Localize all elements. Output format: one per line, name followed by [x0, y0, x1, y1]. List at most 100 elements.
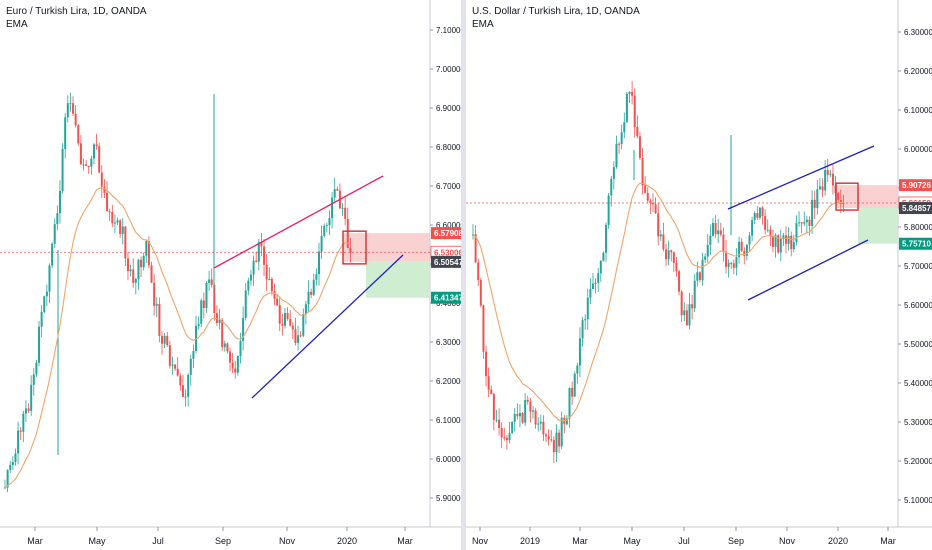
candle-body: [210, 279, 213, 285]
candle-body: [187, 374, 190, 397]
candle-body: [842, 202, 845, 204]
candle-body: [675, 262, 678, 272]
candle-body: [678, 271, 681, 292]
candle-body: [552, 440, 555, 453]
candle-body: [628, 91, 631, 95]
candle-body: [234, 368, 237, 373]
candle-body: [166, 335, 169, 346]
price-tick-label: 5.80000: [904, 223, 932, 232]
candle-body: [100, 172, 103, 187]
candle-body: [229, 351, 232, 363]
candle-body: [276, 298, 279, 306]
candle-body: [181, 385, 184, 397]
candle-body: [777, 235, 780, 253]
candle-body: [108, 211, 111, 213]
price-tag-background: [431, 255, 461, 268]
candle-body: [751, 220, 754, 236]
candle-body: [711, 222, 714, 236]
candle-body: [304, 304, 307, 315]
panel-divider[interactable]: [461, 0, 466, 550]
candle-body: [317, 251, 321, 275]
candle-body: [43, 296, 46, 313]
price-tick-label: 6.00000: [436, 455, 461, 464]
time-tick-label: 2019: [520, 536, 540, 546]
ema-line: [472, 182, 844, 422]
time-tick-label: 2020: [337, 536, 357, 546]
candle-body: [302, 314, 305, 336]
candle-body: [286, 313, 289, 319]
candle-body: [782, 235, 785, 239]
candle-body: [184, 396, 187, 398]
candle-body: [315, 274, 318, 280]
candle-body: [785, 235, 788, 244]
candle-body: [550, 439, 553, 441]
candle-body: [22, 413, 25, 432]
candle-body: [38, 326, 41, 363]
candle-body: [672, 252, 675, 263]
candle-body: [740, 241, 743, 251]
time-tick-label: Mar: [397, 536, 413, 546]
candle-body: [800, 222, 803, 224]
candle-body: [119, 220, 122, 234]
candle-body: [727, 262, 730, 267]
candle-body: [518, 412, 521, 417]
indicator-label: EMA: [472, 19, 494, 30]
candle-body: [312, 279, 315, 295]
candle-body: [591, 283, 594, 290]
candle-body: [11, 461, 14, 465]
eurtry-chart-canvas[interactable]: 7.10000 7.00000 6.90000 6.80000 6.70000 6.600…: [0, 0, 461, 550]
chart-panel-eurtry[interactable]: 7.10000 7.00000 6.90000 6.80000 6.70000 6.600…: [0, 0, 461, 550]
price-tag-background: [431, 291, 461, 304]
candle-body: [670, 250, 673, 253]
candle-body: [717, 230, 720, 235]
candle-body: [95, 144, 98, 147]
candle-body: [837, 192, 840, 201]
candle-body: [226, 343, 229, 352]
candle-body: [346, 218, 349, 249]
candle-body: [620, 132, 623, 145]
candle-body: [176, 368, 179, 376]
candle-body: [537, 423, 540, 425]
candle-body: [539, 421, 542, 424]
candle-body: [98, 146, 101, 173]
candle-body: [798, 222, 801, 224]
chart-panel-usdtry[interactable]: 6.300006.200006.100006.000005.900005.800…: [466, 0, 932, 550]
price-tick-label: 5.70000: [904, 262, 932, 271]
candle-body: [66, 103, 69, 118]
usdtry-chart-canvas[interactable]: 6.300006.200006.100006.000005.900005.800…: [466, 0, 932, 550]
candle-body: [644, 185, 647, 193]
candle-body: [150, 265, 153, 283]
candle-body: [208, 279, 211, 283]
time-tick-label: Nov: [779, 536, 796, 546]
candle-body: [701, 259, 704, 280]
candle-body: [492, 394, 495, 420]
price-tag-background: [899, 179, 932, 192]
candle-body: [803, 222, 806, 224]
candle-body: [612, 167, 615, 179]
price-tick-label: 6.30000: [904, 28, 932, 37]
candle-body: [6, 469, 9, 488]
price-tick-label: 5.10000: [904, 496, 932, 505]
candle-body: [168, 345, 171, 366]
candle-body: [578, 338, 581, 366]
candle-body: [524, 399, 527, 423]
price-tick-label: 6.10000: [436, 416, 461, 425]
candle-body: [638, 136, 641, 158]
candle-body: [829, 173, 832, 175]
candle-body: [336, 189, 339, 191]
candle-body: [521, 412, 524, 423]
candle-body: [153, 282, 156, 306]
candle-body: [140, 259, 143, 268]
candle-body: [218, 319, 221, 324]
time-tick-label: May: [623, 536, 641, 546]
candle-body: [764, 215, 767, 230]
candle-body: [113, 222, 116, 224]
candle-body: [795, 223, 798, 243]
indicator-label: EMA: [6, 19, 28, 30]
candle-body: [589, 289, 592, 298]
candle-body: [641, 157, 644, 186]
candle-body: [649, 200, 652, 203]
candle-body: [633, 95, 636, 127]
candle-body: [310, 291, 313, 295]
candle-body: [171, 364, 174, 366]
